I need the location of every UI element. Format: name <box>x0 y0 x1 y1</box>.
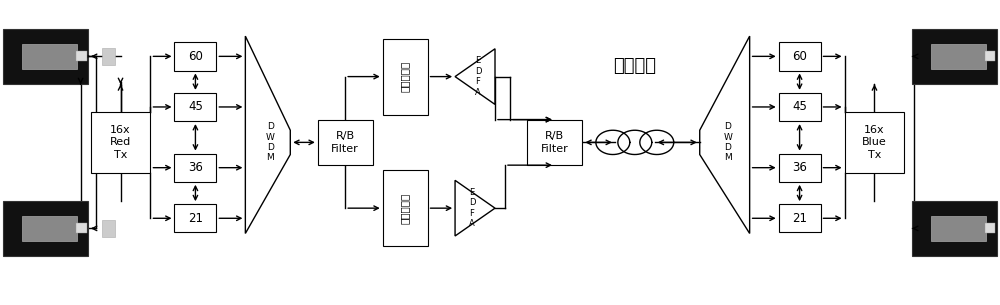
Text: R/B
Filter: R/B Filter <box>331 131 359 154</box>
FancyBboxPatch shape <box>318 120 373 165</box>
FancyBboxPatch shape <box>22 216 77 241</box>
Text: R/B
Filter: R/B Filter <box>541 131 569 154</box>
FancyBboxPatch shape <box>102 48 115 65</box>
FancyBboxPatch shape <box>527 120 582 165</box>
FancyBboxPatch shape <box>985 223 995 233</box>
FancyBboxPatch shape <box>76 51 87 61</box>
Text: 21: 21 <box>792 212 807 225</box>
FancyBboxPatch shape <box>3 29 88 84</box>
FancyBboxPatch shape <box>383 39 428 115</box>
FancyBboxPatch shape <box>3 201 88 256</box>
Text: 60: 60 <box>792 50 807 63</box>
Text: 16x
Blue
Tx: 16x Blue Tx <box>862 125 887 160</box>
FancyBboxPatch shape <box>102 220 115 237</box>
Text: 21: 21 <box>188 212 203 225</box>
Text: 60: 60 <box>188 50 203 63</box>
FancyBboxPatch shape <box>174 153 216 182</box>
Text: D
W
D
M: D W D M <box>266 122 275 163</box>
FancyBboxPatch shape <box>985 51 995 61</box>
FancyBboxPatch shape <box>779 204 821 232</box>
Text: 色散补偿器: 色散补偿器 <box>400 61 410 92</box>
FancyBboxPatch shape <box>931 216 986 241</box>
Text: 45: 45 <box>792 100 807 113</box>
FancyBboxPatch shape <box>76 223 87 233</box>
FancyBboxPatch shape <box>383 170 428 246</box>
FancyBboxPatch shape <box>174 93 216 121</box>
FancyBboxPatch shape <box>779 153 821 182</box>
Text: 45: 45 <box>188 100 203 113</box>
Text: 36: 36 <box>188 161 203 174</box>
Text: 色散补偿器: 色散补偿器 <box>400 192 410 224</box>
FancyBboxPatch shape <box>912 201 997 256</box>
Text: D
W
D
M: D W D M <box>723 122 732 163</box>
FancyBboxPatch shape <box>22 44 77 69</box>
FancyBboxPatch shape <box>174 42 216 70</box>
Text: 16x
Red
Tx: 16x Red Tx <box>110 125 131 160</box>
FancyBboxPatch shape <box>779 93 821 121</box>
Text: 光纤链路: 光纤链路 <box>613 57 656 75</box>
Text: E
D
F
A: E D F A <box>469 188 475 228</box>
FancyBboxPatch shape <box>931 44 986 69</box>
FancyBboxPatch shape <box>912 29 997 84</box>
Text: 36: 36 <box>792 161 807 174</box>
FancyBboxPatch shape <box>779 42 821 70</box>
Text: E
D
F
A: E D F A <box>475 56 481 97</box>
FancyBboxPatch shape <box>91 112 150 173</box>
FancyBboxPatch shape <box>174 204 216 232</box>
FancyBboxPatch shape <box>845 112 904 173</box>
